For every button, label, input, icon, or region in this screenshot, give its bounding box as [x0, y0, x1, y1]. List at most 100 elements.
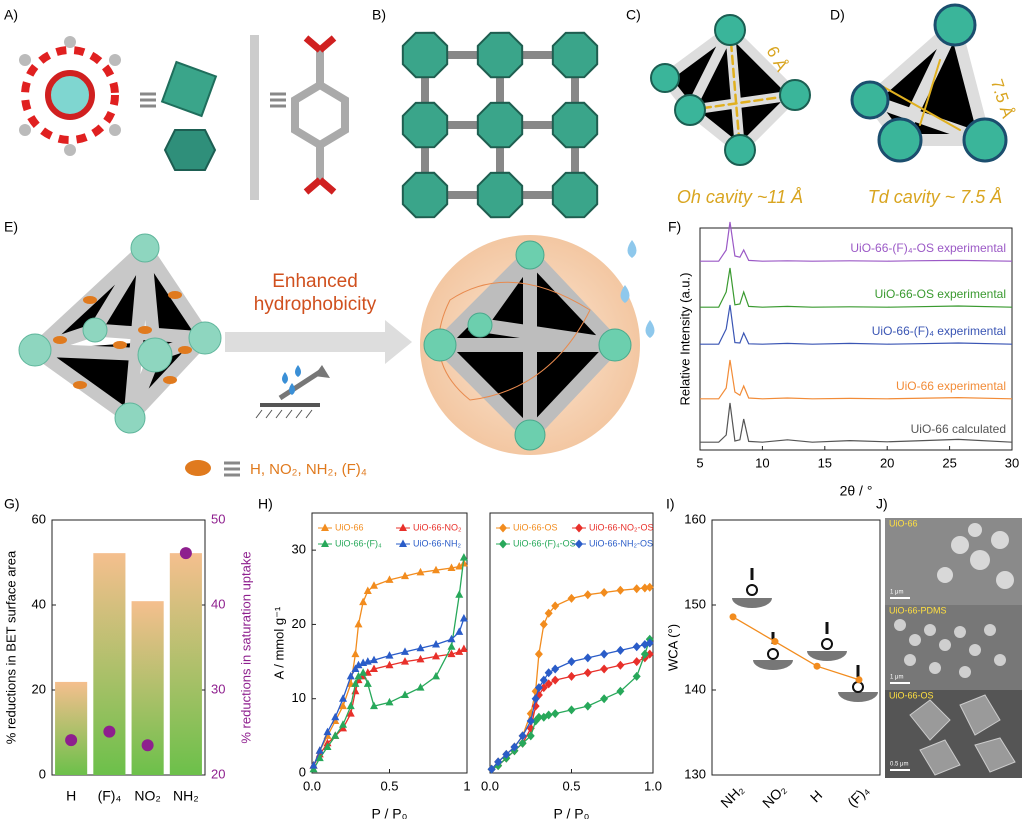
dot — [65, 734, 78, 747]
series-line — [312, 618, 465, 766]
marker — [309, 761, 318, 769]
y-axis-label: Relative Intensity (a.u.) — [677, 273, 692, 406]
marker — [518, 731, 527, 741]
marker — [385, 660, 394, 669]
marker — [455, 561, 464, 570]
marker — [567, 705, 576, 715]
x-tick-label: H — [807, 787, 825, 805]
series-line — [700, 359, 1013, 400]
legend-label: UiO-66-NH₂-OS — [589, 538, 653, 548]
marker — [645, 638, 654, 648]
marker — [416, 643, 425, 652]
marker — [539, 675, 548, 685]
marker — [447, 563, 456, 571]
marker — [401, 571, 409, 580]
panel-label: I) — [666, 496, 675, 512]
marker — [455, 590, 464, 598]
legend-text: H, NO₂, NH₂, (F)₄ — [250, 461, 367, 478]
marker — [447, 649, 456, 658]
y-tick-label: 0 — [299, 764, 306, 779]
series-line — [732, 616, 860, 681]
sem-images — [885, 518, 1022, 778]
x-tick-label: 0.5 — [380, 778, 398, 793]
x-tick-label: 1.0 — [644, 778, 662, 793]
marker — [534, 683, 543, 693]
marker — [616, 660, 625, 670]
marker — [526, 731, 535, 741]
marker — [575, 539, 583, 549]
y2-tick-label: 50 — [211, 511, 225, 526]
marker — [399, 539, 407, 547]
x-tick-label: 0.0 — [481, 778, 499, 793]
x-tick-label: 0.0 — [303, 778, 321, 793]
legend-label: UiO-66-NH₂ — [413, 538, 462, 548]
marker — [346, 671, 355, 680]
y-axis-label: WCA (°) — [665, 624, 680, 671]
linker — [496, 125, 504, 195]
y2-tick-label: 40 — [211, 596, 225, 611]
marker — [351, 649, 360, 658]
linker — [425, 121, 500, 129]
plot-frame — [711, 519, 881, 776]
marker — [510, 742, 519, 752]
series-line — [700, 402, 1013, 443]
plot-frame — [699, 227, 1013, 451]
marker — [351, 679, 360, 687]
marker — [370, 664, 378, 672]
bar — [55, 681, 88, 775]
marker — [401, 657, 409, 665]
legend-label: UiO-66-(F)₄-OS — [513, 538, 576, 548]
x-tick-label: (F)₄ — [844, 782, 872, 810]
linker — [421, 125, 429, 195]
linker — [500, 191, 575, 199]
marker — [567, 671, 576, 681]
cavity-caption: Oh cavity ~11 Å — [677, 187, 803, 207]
y-tick-label: 30 — [292, 542, 306, 557]
marker — [459, 553, 468, 561]
y2-tick-label: 30 — [211, 681, 225, 696]
marker — [459, 613, 468, 622]
marker — [499, 539, 507, 549]
cluster — [551, 31, 599, 79]
linker — [571, 55, 579, 125]
marker — [531, 694, 540, 704]
marker — [600, 649, 609, 659]
marker — [616, 585, 625, 595]
x-axis-label: 2θ / ° — [840, 483, 873, 499]
marker — [539, 619, 548, 629]
series-label: UiO-66 calculated — [911, 422, 1006, 436]
x-tick-label: 25 — [942, 455, 956, 470]
x-tick-label: NO₂ — [759, 781, 789, 811]
marker — [351, 686, 360, 695]
arrow-text: Enhanced — [272, 271, 358, 292]
marker — [385, 575, 394, 583]
marker — [370, 655, 378, 664]
marker — [455, 647, 464, 655]
marker — [321, 539, 329, 547]
panel-e-art — [18, 233, 655, 477]
marker — [855, 676, 863, 684]
marker — [432, 639, 440, 648]
marker — [583, 701, 592, 711]
marker — [632, 671, 641, 681]
marker — [401, 690, 409, 698]
marker — [583, 653, 592, 663]
marker — [567, 593, 576, 603]
marker — [583, 590, 592, 600]
marker — [583, 668, 592, 678]
plot-frame — [51, 519, 206, 776]
y-axis-label: % reductions in BET surface area — [3, 550, 18, 744]
marker — [544, 710, 553, 720]
marker — [526, 716, 535, 726]
image-label: UiO-66-OS — [889, 690, 934, 700]
marker — [544, 679, 553, 689]
panel-b-art — [401, 31, 599, 219]
marker — [455, 627, 464, 635]
panel-label: A) — [4, 7, 18, 23]
marker — [551, 709, 560, 719]
marker — [315, 746, 324, 754]
linker — [500, 51, 575, 59]
marker — [813, 662, 821, 670]
marker — [363, 657, 372, 665]
